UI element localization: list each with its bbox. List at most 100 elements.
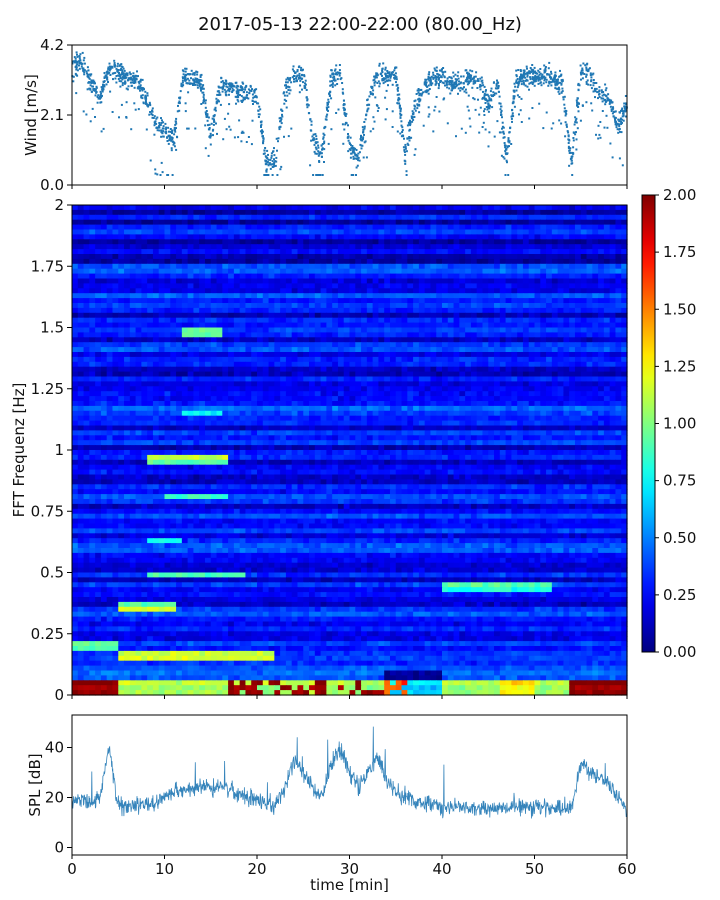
spectrogram-cell [598, 293, 605, 299]
wind-point [95, 85, 98, 88]
spectrogram-cell [609, 239, 617, 245]
wind-point [416, 107, 419, 110]
wind-point [87, 75, 90, 78]
wind-point [524, 72, 527, 75]
spectrogram-cell [534, 307, 541, 314]
wind-point [576, 97, 579, 100]
spectrogram-cell [569, 322, 576, 329]
spectrogram-cell [418, 254, 426, 260]
spectrogram-cell [222, 273, 229, 280]
spectrogram-cell [147, 219, 154, 226]
wind-point [166, 136, 169, 139]
spectrogram-cell [135, 224, 142, 231]
wind-point [484, 128, 487, 131]
spectrogram-cell [574, 209, 582, 216]
spectrogram-cell [83, 224, 90, 231]
spectrogram-cell [551, 327, 559, 333]
wind-point [360, 136, 362, 138]
wind-point [523, 83, 526, 86]
spectrogram-cell [332, 293, 339, 299]
spectrogram-cell [152, 234, 160, 240]
wind-point [587, 83, 590, 86]
wind-point [199, 76, 202, 78]
spectrogram-cell [129, 263, 137, 270]
spectrogram-cell [141, 224, 148, 231]
spectrogram-cell [257, 249, 264, 255]
spectrogram-cell [598, 249, 605, 255]
wind-point [291, 76, 294, 79]
spectrogram-cell [181, 332, 189, 338]
spectrogram-cell [418, 273, 426, 280]
spectrogram-cell [320, 288, 327, 294]
spectrogram-cell [407, 263, 414, 270]
wind-point [153, 124, 156, 127]
spectrogram-cell [314, 244, 322, 250]
wind-point [620, 108, 623, 111]
spectrogram-cell [89, 209, 96, 216]
wind-point [557, 82, 559, 85]
spectrogram-cell [141, 268, 148, 275]
wind-point [474, 81, 477, 84]
spectrogram-cell [505, 214, 512, 221]
spectrogram-cell [413, 317, 420, 324]
spectrogram-cell [522, 239, 530, 245]
spectrogram-cell [314, 219, 322, 226]
spectrogram-cell [361, 268, 368, 275]
spectrogram-cell [170, 332, 177, 338]
spectrogram-cell [517, 249, 524, 255]
wind-point [356, 157, 359, 160]
spectrogram-cell [112, 322, 119, 329]
spectrogram-cell [222, 219, 229, 226]
wind-ytick-label: 2.1 [40, 106, 64, 124]
spectrogram-cell [158, 303, 166, 309]
spectrogram-cell [158, 244, 166, 250]
spectrogram-cell [187, 219, 195, 226]
spectrogram-cell [77, 332, 85, 338]
wind-point [557, 90, 560, 93]
spectrogram-cell [418, 249, 426, 255]
spectrogram-cell [522, 234, 530, 240]
wind-point [344, 121, 347, 124]
spectrogram-cell [355, 214, 362, 221]
wind-point [485, 93, 488, 96]
wind-point [624, 105, 627, 108]
wind-point [151, 116, 154, 119]
wind-point [444, 84, 446, 87]
spectrogram-cell [534, 258, 541, 265]
wind-point [119, 85, 122, 88]
wind-point [161, 171, 164, 174]
spectrogram-cell [366, 254, 374, 260]
spectrogram-cell [621, 205, 628, 211]
spectrogram-cell [580, 278, 588, 284]
spectrogram-cell [320, 214, 327, 221]
wind-point [486, 100, 489, 103]
spectrogram-cell [147, 224, 154, 231]
spectrogram-cell [268, 278, 275, 284]
spectrogram-cell [152, 327, 160, 333]
spectrogram-cell [141, 229, 148, 235]
spectrogram-cell [129, 258, 137, 265]
spectrogram-cell [118, 268, 125, 275]
spectrogram-cell [158, 298, 166, 304]
spectrogram-cell [355, 322, 362, 329]
spectrogram-cell [118, 244, 125, 250]
spectrogram-cell [170, 224, 177, 231]
spectrogram-cell [522, 263, 530, 270]
spectrogram-cell [592, 244, 599, 250]
spectrogram-cell [615, 249, 622, 255]
spectrogram-cell [193, 234, 200, 240]
spectrogram-cell [106, 317, 114, 324]
spectrogram-cell [170, 322, 177, 329]
spectrogram-cell [147, 249, 154, 255]
spectrogram-cell [488, 288, 495, 294]
wind-point [179, 90, 182, 93]
spectrogram-cell [228, 263, 235, 270]
spectrogram-cell [170, 205, 177, 211]
wind-point [364, 140, 367, 143]
spectrogram-cell [95, 244, 102, 250]
spectrogram-cell [326, 312, 333, 319]
wind-point [363, 127, 366, 130]
wind-point [619, 130, 621, 133]
wind-point [225, 80, 228, 82]
wind-point [179, 96, 182, 99]
